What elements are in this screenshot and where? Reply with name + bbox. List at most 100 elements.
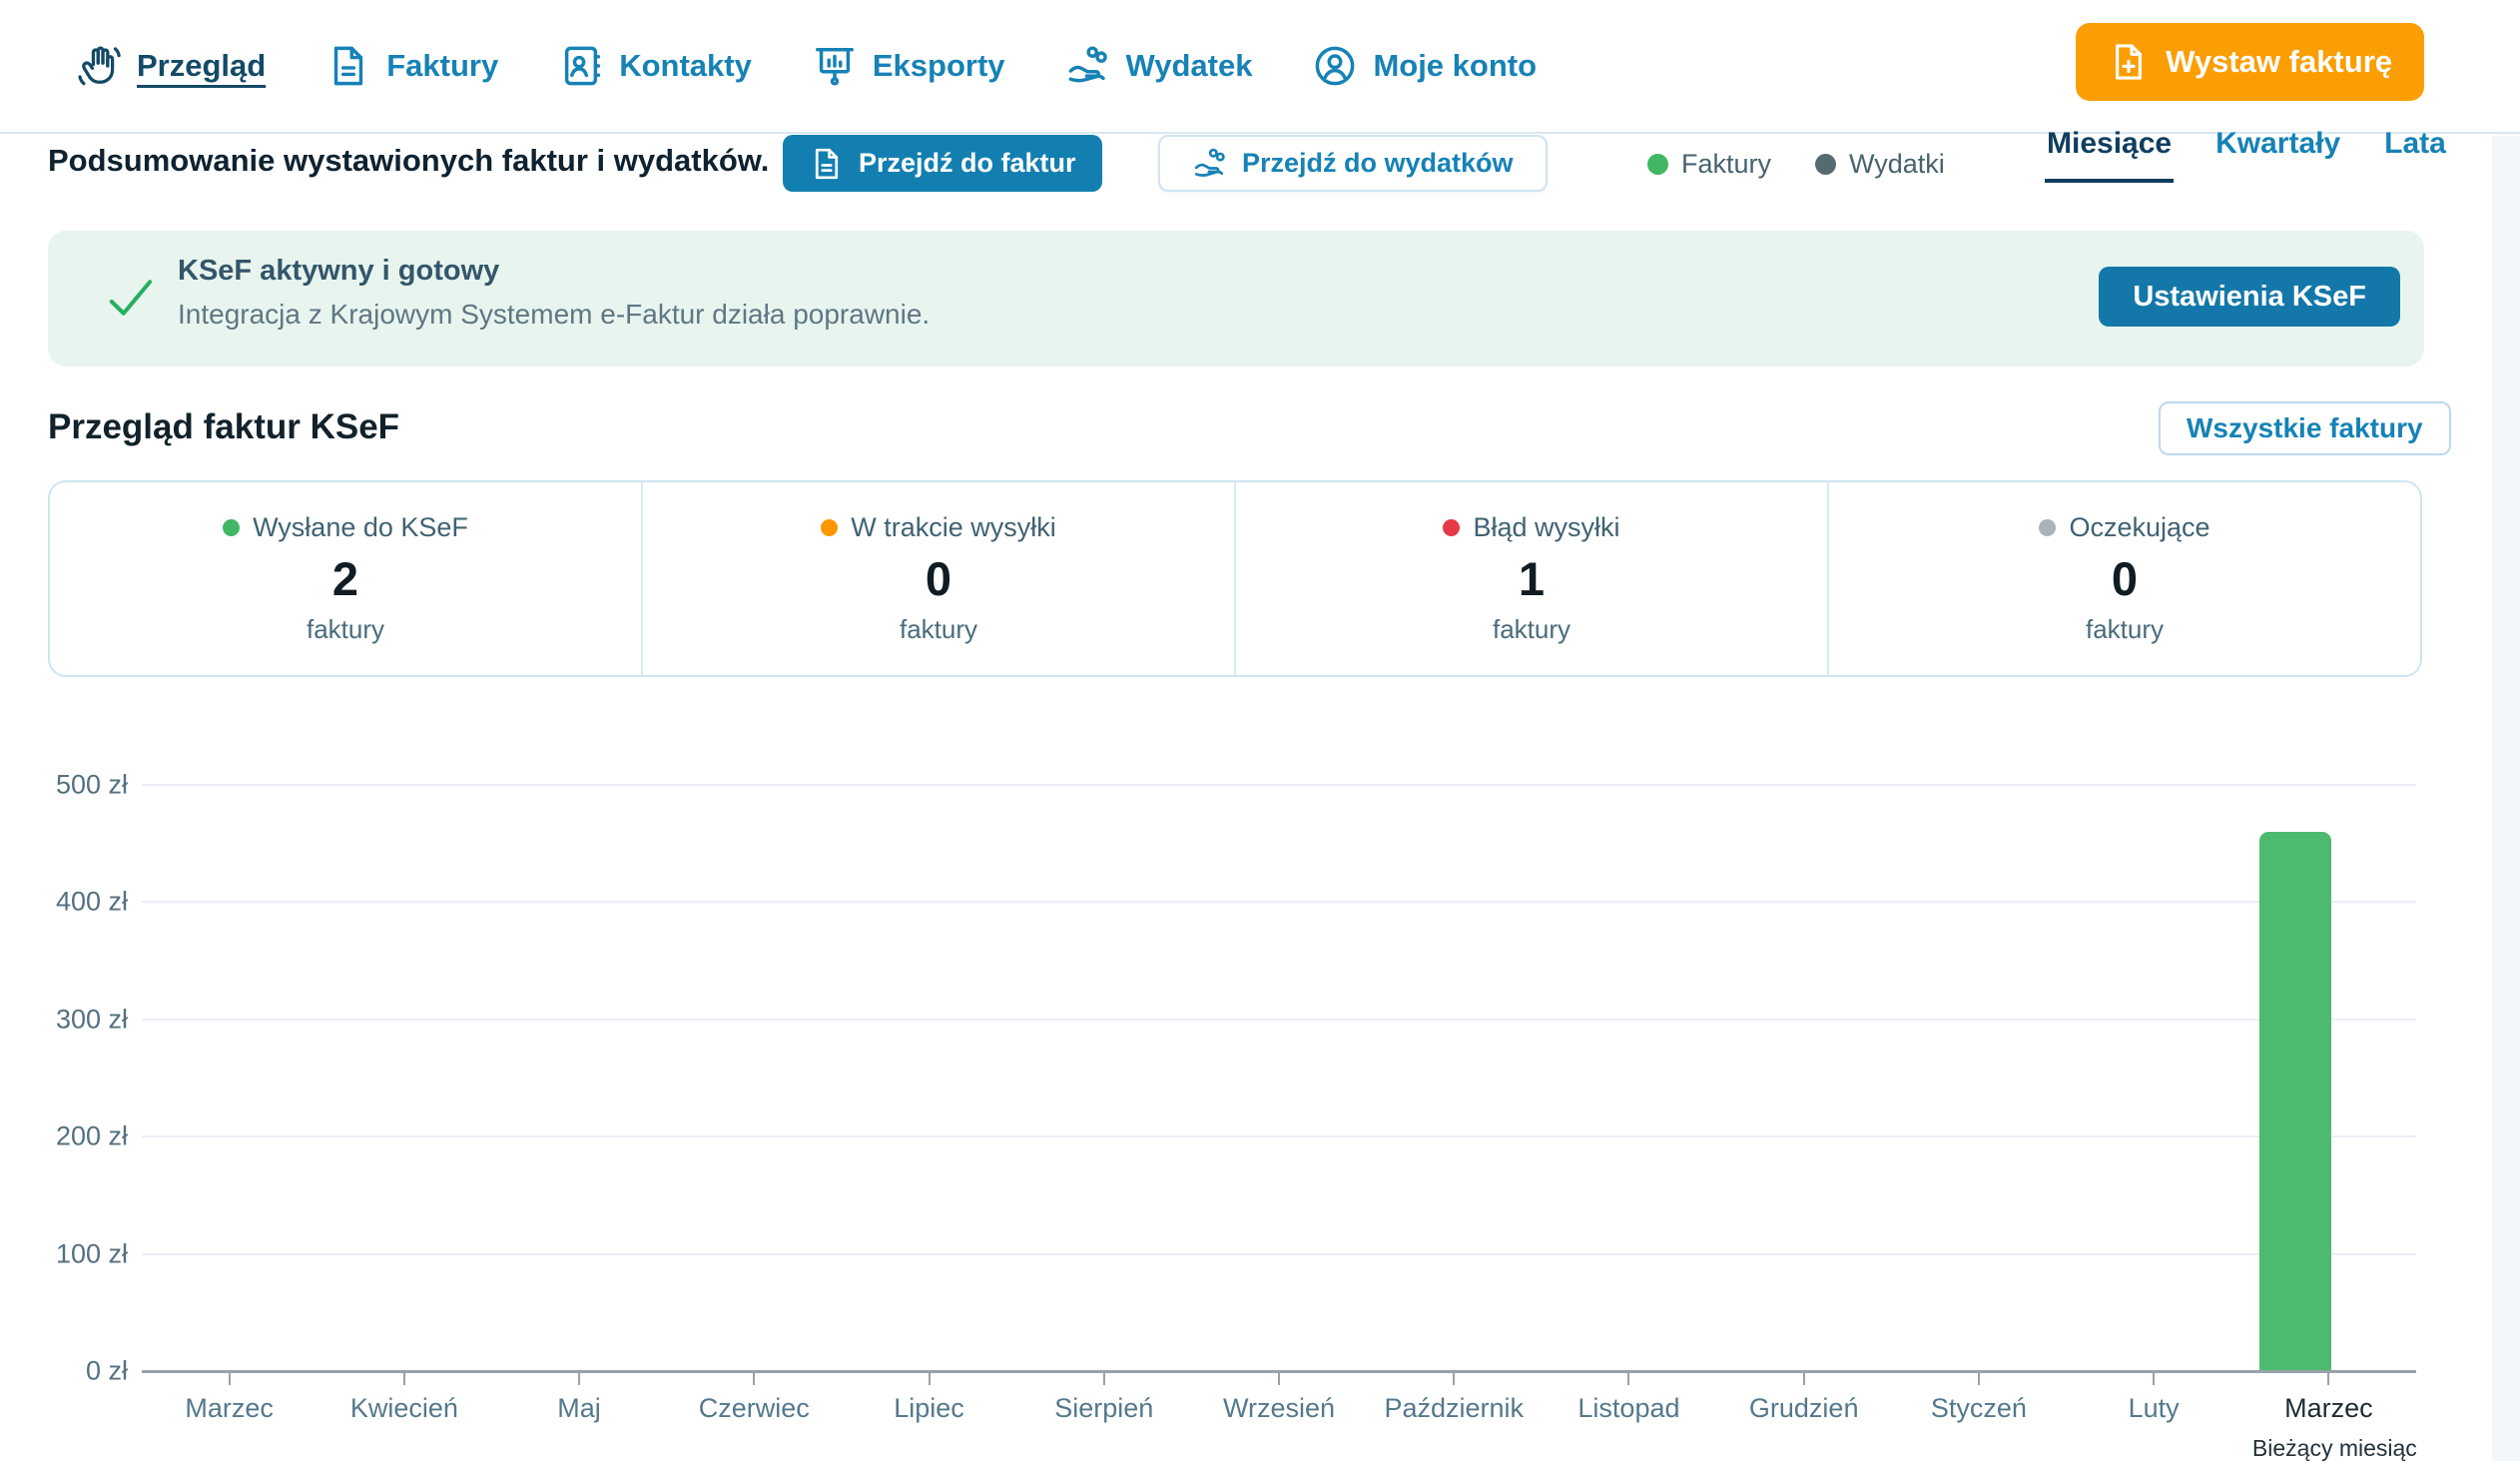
nav-item-faktury[interactable]: Faktury: [325, 43, 498, 89]
gridline: [142, 901, 2416, 904]
ksef-stats-row: Wysłane do KSeF 2 faktury W trakcie wysy…: [48, 480, 2422, 677]
current-month-note: Bieżący miesiąc: [2251, 1435, 2417, 1461]
legend-dot: [1815, 154, 1837, 175]
stat-value: 1: [1518, 552, 1546, 605]
tab-kwartały[interactable]: Kwartały: [2215, 127, 2341, 160]
y-tick-label: 100 zł: [55, 1238, 128, 1269]
legend-item-wydatki[interactable]: Wydatki: [1815, 149, 1945, 180]
month-label-listopad-8: Listopad: [1577, 1393, 1680, 1423]
invoice-icon: [809, 146, 845, 182]
chart-legend: Faktury Wydatki: [1647, 149, 1945, 180]
tab-lata[interactable]: Lata: [2384, 127, 2446, 160]
month-label-luty-11: Luty: [2128, 1393, 2180, 1423]
stat-unit: faktury: [899, 614, 978, 644]
y-tick-label: 0 zł: [85, 1355, 128, 1386]
month-label-marzec-12: Marzec: [2284, 1393, 2373, 1423]
x-tick: [928, 1372, 931, 1385]
expense-icon: [1065, 43, 1111, 89]
month-label-lipiec-4: Lipiec: [894, 1393, 964, 1423]
status-dot: [821, 519, 839, 536]
all-invoices-button[interactable]: Wszystkie faktury: [2159, 401, 2451, 455]
summary-title: Podsumowanie wystawionych faktur i wydat…: [48, 143, 770, 178]
legend-dot: [1647, 154, 1668, 175]
month-label-grudzień-9: Grudzień: [1748, 1393, 1859, 1423]
x-tick: [1453, 1372, 1456, 1385]
x-tick: [2153, 1372, 2156, 1385]
invoice-icon: [325, 43, 371, 89]
x-tick: [1278, 1372, 1280, 1385]
stat-card-błąd-wysyłki: Błąd wysyłki 1 faktury: [1234, 482, 1827, 675]
gridline: [142, 784, 2416, 786]
ksef-banner-subtitle: Integracja z Krajowym Systemem e-Faktur …: [178, 299, 931, 330]
month-label-styczeń-10: Styczeń: [1930, 1393, 2027, 1423]
issue-invoice-label: Wystaw fakturę: [2166, 44, 2392, 79]
go-to-expenses-button[interactable]: Przejdź do wydatków: [1158, 135, 1548, 192]
status-dot: [1443, 519, 1461, 536]
stat-unit: faktury: [2085, 614, 2165, 644]
vertical-scrollbar[interactable]: [2492, 136, 2520, 1461]
file-plus-icon: [2108, 41, 2150, 83]
status-dot: [2039, 519, 2057, 536]
y-tick-label: 200 zł: [55, 1120, 128, 1151]
y-tick-label: 400 zł: [55, 886, 128, 917]
x-tick: [402, 1372, 405, 1385]
stat-card-w-trakcie-wysyłki: W trakcie wysyłki 0 faktury: [641, 482, 1234, 675]
gridline: [142, 1018, 2416, 1021]
contacts-icon: [558, 43, 604, 89]
month-label-październik-7: Październik: [1384, 1393, 1524, 1423]
x-tick: [2327, 1372, 2330, 1385]
month-label-kwiecień-1: Kwiecień: [349, 1393, 458, 1423]
go-to-invoices-button[interactable]: Przejdź do faktur: [783, 135, 1102, 192]
stat-card-wysłane-do-ksef: Wysłane do KSeF 2 faktury: [50, 482, 641, 675]
nav-item-eksporty[interactable]: Eksporty: [812, 43, 1005, 89]
expense-icon: [1192, 146, 1228, 182]
tab-miesiące[interactable]: Miesiące: [2045, 123, 2175, 183]
go-to-invoices-label: Przejdź do faktur: [859, 148, 1076, 178]
stat-value: 0: [2111, 552, 2139, 605]
x-tick: [228, 1372, 231, 1385]
y-tick-label: 300 zł: [55, 1004, 128, 1035]
month-label-maj-2: Maj: [557, 1393, 601, 1423]
month-label-wrzesień-6: Wrzesień: [1222, 1393, 1336, 1423]
check-icon: [104, 271, 158, 325]
ksef-status-banner: KSeF aktywny i gotowy Integracja z Krajo…: [48, 231, 2424, 366]
stat-unit: faktury: [1492, 614, 1572, 644]
status-dot: [223, 519, 241, 536]
ksef-overview-heading: Przegląd faktur KSeF: [48, 407, 400, 446]
nav-item-przegląd[interactable]: Przegląd: [76, 43, 266, 89]
summary-toolbar: Podsumowanie wystawionych faktur i wydat…: [0, 127, 2520, 205]
main-nav: Przegląd Faktury Kontakty Eksporty Wydat…: [0, 43, 1537, 89]
x-tick: [1102, 1372, 1105, 1385]
bar-faktury-marzec[interactable]: [2259, 831, 2332, 1370]
stat-value: 0: [925, 552, 952, 605]
stat-unit: faktury: [306, 614, 385, 644]
top-navbar: Przegląd Faktury Kontakty Eksporty Wydat…: [0, 0, 2520, 134]
exports-icon: [812, 43, 858, 89]
x-axis-line: [142, 1370, 2416, 1373]
stat-value: 2: [331, 552, 359, 605]
period-tabs: Miesiące Kwartały Lata: [2045, 123, 2448, 183]
x-tick: [578, 1372, 581, 1385]
month-label-sierpień-5: Sierpień: [1054, 1393, 1154, 1423]
y-tick-label: 500 zł: [55, 769, 128, 800]
ksef-settings-button[interactable]: Ustawienia KSeF: [2099, 267, 2400, 327]
x-tick: [1627, 1372, 1630, 1385]
gridline: [142, 1135, 2416, 1138]
x-tick: [753, 1372, 756, 1385]
nav-item-kontakty[interactable]: Kontakty: [558, 43, 752, 89]
account-icon: [1312, 43, 1358, 89]
legend-item-faktury[interactable]: Faktury: [1647, 149, 1771, 180]
wave-hand-icon: [76, 43, 122, 89]
month-label-marzec-0: Marzec: [185, 1393, 274, 1423]
stat-card-oczekujące: Oczekujące 0 faktury: [1827, 482, 2420, 675]
x-tick: [1802, 1372, 1805, 1385]
nav-item-moje-konto[interactable]: Moje konto: [1312, 43, 1537, 89]
x-tick: [1977, 1372, 1980, 1385]
ksef-banner-title: KSeF aktywny i gotowy: [178, 255, 500, 287]
go-to-expenses-label: Przejdź do wydatków: [1242, 148, 1514, 178]
nav-item-wydatek[interactable]: Wydatek: [1065, 43, 1252, 89]
gridline: [142, 1252, 2416, 1255]
issue-invoice-button[interactable]: Wystaw fakturę: [2076, 23, 2424, 101]
month-label-czerwiec-3: Czerwiec: [698, 1393, 810, 1423]
